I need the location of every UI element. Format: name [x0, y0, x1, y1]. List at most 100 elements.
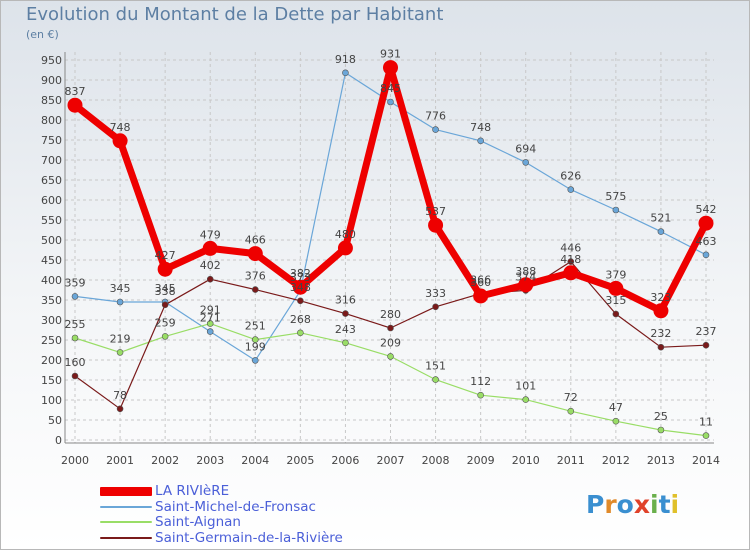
data-label: 379 [605, 268, 626, 281]
data-label: 101 [515, 380, 536, 393]
data-point [387, 98, 394, 106]
data-point [247, 246, 263, 262]
data-point [432, 126, 439, 133]
data-point [522, 159, 530, 166]
data-point [653, 303, 669, 319]
data-point [116, 298, 124, 306]
data-point [206, 328, 214, 335]
data-point [251, 357, 259, 364]
data-label: 575 [605, 190, 626, 203]
data-label: 366 [470, 274, 491, 287]
data-label: 382 [290, 267, 311, 280]
data-label: 78 [113, 389, 127, 402]
legend-swatch [100, 521, 152, 523]
legend-swatch [100, 537, 152, 539]
y-tick-label: 800 [41, 114, 62, 127]
data-label: 360 [470, 276, 491, 289]
data-label: 112 [470, 375, 491, 388]
x-tick-label: 2012 [602, 454, 630, 467]
data-point [206, 275, 214, 283]
legend-item: LA RIVIèRE [100, 484, 229, 498]
data-label: 463 [696, 235, 717, 248]
y-tick-label: 50 [48, 414, 62, 427]
data-point [477, 137, 484, 145]
data-point [432, 376, 439, 383]
data-point [387, 324, 394, 332]
data-point [161, 333, 169, 340]
y-tick-label: 750 [41, 134, 62, 147]
data-point [702, 251, 710, 259]
data-point [337, 240, 353, 256]
data-point [161, 301, 169, 309]
x-tick-label: 2005 [286, 454, 314, 467]
data-point [612, 310, 620, 318]
data-point [297, 329, 304, 337]
data-label: 837 [65, 85, 86, 98]
data-label: 388 [515, 265, 536, 278]
data-label: 374 [515, 270, 536, 283]
data-point [67, 97, 83, 113]
data-point [116, 349, 124, 356]
data-point [251, 286, 259, 293]
legend-item: Saint-Michel-de-Fronsac [100, 500, 316, 514]
data-point [657, 343, 665, 351]
data-point [522, 396, 530, 403]
data-point [567, 186, 575, 193]
data-point [342, 310, 349, 317]
data-point [292, 279, 308, 295]
data-point [112, 133, 128, 149]
data-label: 418 [560, 253, 581, 266]
legend-swatch [100, 486, 152, 496]
data-point [698, 215, 714, 231]
data-label: 72 [564, 391, 578, 404]
data-point [518, 277, 534, 293]
data-label: 776 [425, 110, 446, 123]
data-label: 219 [110, 332, 131, 345]
y-tick-label: 900 [41, 74, 62, 87]
unit-label: (en €) [26, 28, 59, 41]
data-label: 345 [155, 282, 176, 295]
data-label: 323 [650, 291, 671, 304]
data-label: 47 [609, 401, 623, 414]
data-point [251, 336, 259, 343]
data-point [477, 391, 484, 399]
data-label: 315 [605, 294, 626, 307]
x-tick-label: 2003 [196, 454, 224, 467]
data-point [206, 320, 214, 327]
legend-item: Saint-Germain-de-la-Rivière [100, 531, 343, 545]
data-label: 25 [654, 410, 668, 423]
x-tick-label: 2014 [692, 454, 720, 467]
data-label: 280 [380, 308, 401, 321]
data-point [71, 293, 79, 300]
data-label: 160 [65, 356, 86, 369]
data-label: 151 [425, 360, 446, 373]
data-label: 255 [65, 318, 86, 331]
legend-item: Saint-Aignan [100, 515, 241, 529]
data-point [71, 372, 79, 380]
data-label: 271 [200, 312, 221, 325]
x-tick-label: 2011 [557, 454, 585, 467]
x-tick-label: 2000 [61, 454, 89, 467]
data-label: 748 [470, 121, 491, 134]
y-tick-label: 650 [41, 174, 62, 187]
data-label: 348 [290, 281, 311, 294]
legend-swatch [100, 506, 152, 508]
data-label: 376 [245, 270, 266, 283]
y-tick-label: 500 [41, 234, 62, 247]
data-label: 446 [560, 242, 581, 255]
x-tick-label: 2004 [241, 454, 269, 467]
data-point [567, 258, 575, 265]
data-label: 316 [335, 294, 356, 307]
y-tick-label: 950 [41, 54, 62, 67]
data-point [342, 339, 349, 347]
data-label: 480 [335, 228, 356, 241]
data-point [702, 341, 710, 349]
y-tick-label: 850 [41, 94, 62, 107]
x-tick-label: 2006 [331, 454, 359, 467]
data-point [157, 261, 173, 277]
data-label: 232 [650, 327, 671, 340]
data-label: 199 [245, 340, 266, 353]
data-point [383, 60, 398, 76]
data-point [116, 405, 124, 413]
